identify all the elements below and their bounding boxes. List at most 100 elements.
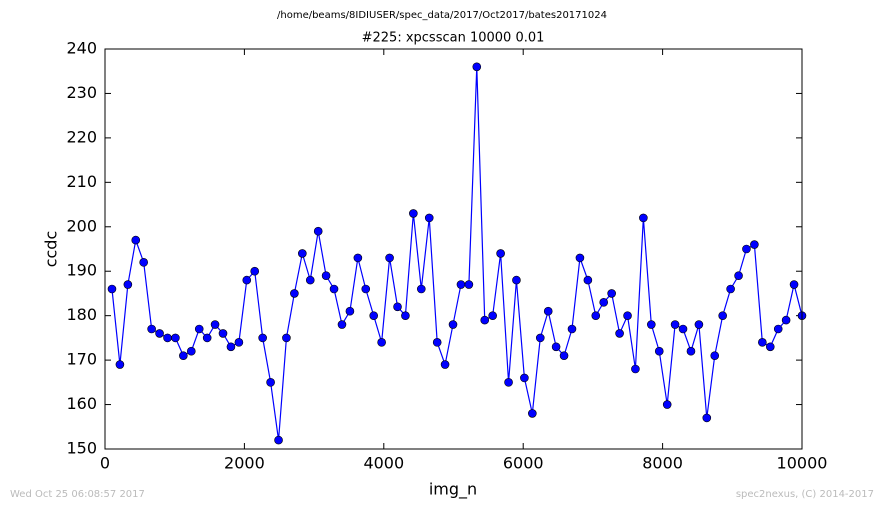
point [607,289,616,298]
y-tick-label: 150 [66,439,97,458]
point [654,346,664,356]
point [369,311,378,320]
point [179,351,188,360]
y-tick-label: 180 [66,305,97,324]
point [250,266,260,276]
point [528,409,537,418]
x-tick-label: 8000 [642,454,683,473]
point [678,324,688,334]
point [789,280,799,289]
x-tick-label: 10000 [777,454,828,473]
point [266,378,275,387]
point [313,226,323,236]
point [155,329,164,338]
point [750,240,759,249]
point [202,333,212,343]
point [361,284,371,294]
x-tick-label: 4000 [363,454,404,473]
point [734,271,743,280]
point [520,373,529,383]
point [551,342,561,352]
point [758,338,767,347]
point [773,324,783,334]
point [670,320,680,329]
point [480,315,490,325]
point [139,258,148,267]
point [631,364,640,374]
point [448,320,458,329]
point [353,253,363,263]
point [599,298,609,307]
point [765,342,775,352]
y-tick-label: 230 [66,83,97,102]
point [305,275,315,285]
point [258,333,267,343]
point [512,275,521,285]
plot-frame [104,48,803,450]
point [686,346,696,356]
point [591,311,601,320]
point [416,284,426,294]
point [409,209,418,218]
point [472,62,482,72]
point [583,275,593,285]
point [567,324,577,334]
point [543,306,553,316]
point [496,249,505,258]
suptitle: /home/beams/8IDIUSER/spec_data/2017/Oct2… [277,10,607,21]
point [559,351,569,360]
x-axis-label: img_n [429,480,477,500]
x-tick-label: 6000 [503,454,544,473]
point [710,351,720,360]
point [639,213,648,223]
y-tick-label: 160 [66,394,97,413]
point [329,284,339,294]
point [647,320,656,329]
x-tick-label: 0 [100,454,110,473]
point [424,213,434,223]
point [393,302,402,312]
point [337,320,347,329]
point [662,400,672,409]
y-tick-label: 200 [66,216,97,235]
point [535,333,545,343]
point [123,280,133,289]
point [742,244,751,254]
point [194,324,204,334]
point [242,275,252,285]
point [163,333,172,343]
point [623,311,632,320]
point [385,253,394,263]
point [464,280,474,289]
series-line [111,66,803,441]
point [321,271,331,280]
chart-title: #225: xpcsscan 10000 0.01 [362,31,545,46]
x-tick-label: 2000 [224,454,265,473]
point [615,329,624,338]
y-tick-label: 220 [66,127,97,146]
point [290,289,299,298]
point [298,249,307,258]
point [718,311,727,320]
point [131,235,141,245]
footer-right: spec2nexus, (C) 2014-2017 [736,489,874,500]
point [504,378,513,387]
point [107,284,117,294]
point [234,338,244,347]
point [440,360,450,369]
point [726,284,735,294]
point [345,306,355,316]
point [377,338,386,347]
point [432,338,442,347]
point [488,311,497,320]
y-tick-label: 170 [66,350,97,369]
point [694,320,704,329]
point [274,435,283,445]
point [147,324,156,334]
point [781,315,791,325]
point [456,280,466,289]
point [210,320,220,329]
point [186,346,196,356]
point [115,360,125,369]
